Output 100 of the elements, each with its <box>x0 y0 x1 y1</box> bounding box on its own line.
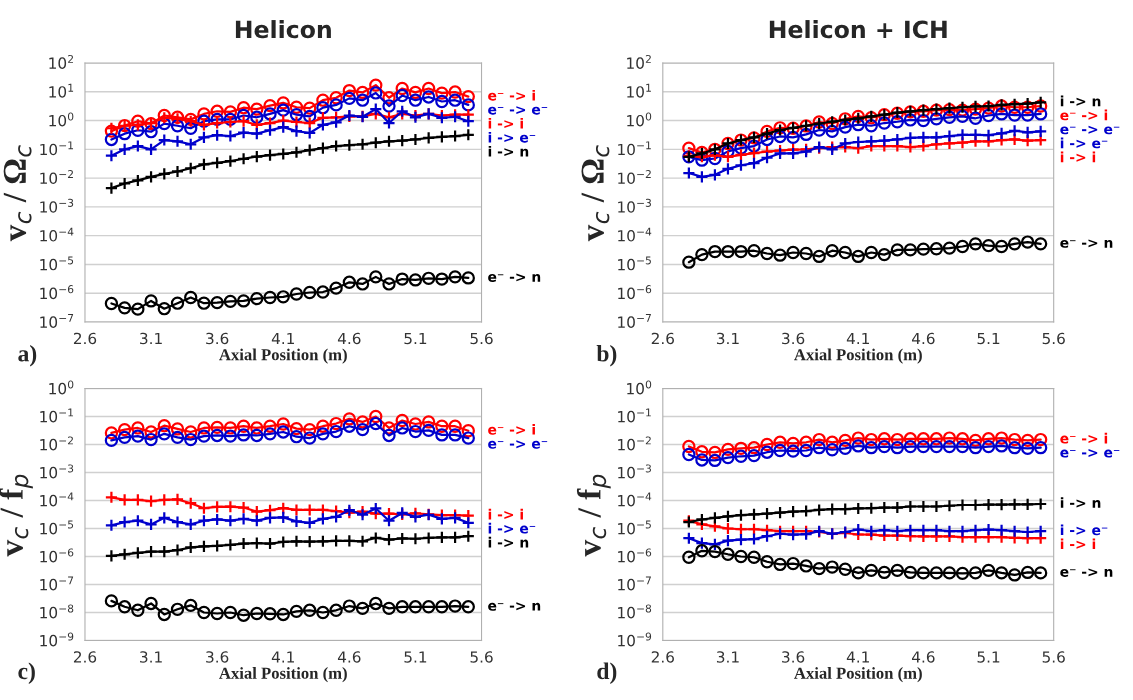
y-tick-label: 10$^{0}$ <box>49 112 74 127</box>
x-tick-label: 3.6 <box>206 332 229 345</box>
y-tick-label: 10$^{−4}$ <box>40 227 74 242</box>
x-axis-title: Axial Position (m) <box>219 348 347 364</box>
y-tick-label: 10$^{−1}$ <box>40 141 74 156</box>
y-tick-label: 10$^{−3}$ <box>40 198 74 213</box>
y-tick-label: 10$^{−8}$ <box>40 604 74 619</box>
series-label: i -> e⁻ <box>1060 524 1108 536</box>
x-tick-label: 5.1 <box>977 332 1000 345</box>
x-tick-label: 5.6 <box>470 651 493 663</box>
series-label: e⁻ -> i <box>1060 109 1108 121</box>
series-label: i -> n <box>488 145 529 157</box>
x-tick-label: 4.1 <box>846 332 869 345</box>
series-label: e⁻ -> n <box>1060 239 1113 248</box>
x-tick-label: 3.6 <box>206 651 229 663</box>
y-tick-label: 10$^{1}$ <box>49 83 74 98</box>
x-tick-label: 3.1 <box>140 332 162 345</box>
x-tick-label: 3.6 <box>782 651 805 663</box>
y-tick-label: 10$^{−8}$ <box>618 604 652 619</box>
y-tick-label: 10$^{−3}$ <box>40 464 74 479</box>
x-tick-label: 2.6 <box>651 651 674 663</box>
series-label: e⁻ -> e⁻ <box>488 106 548 115</box>
x-tick-label: 3.1 <box>716 651 739 663</box>
y-tick-label: 10$^{2}$ <box>627 54 651 69</box>
series-label: i -> e⁻ <box>1060 137 1108 149</box>
y-tick-label: 10$^{−7}$ <box>40 314 74 328</box>
series-label: i -> n <box>488 536 529 548</box>
y-tick-label: 10$^{−7}$ <box>618 576 651 591</box>
x-tick-label: 5.1 <box>977 651 1000 663</box>
series-label: e⁻ -> n <box>1060 568 1113 577</box>
y-axis-title: v$_{c}$ / Ω$_{c}$ <box>3 145 32 242</box>
x-tick-label: 3.6 <box>782 332 805 345</box>
text: c) <box>18 662 35 684</box>
x-tick-label: 4.6 <box>911 651 935 663</box>
y-tick-label: 10$^{−7}$ <box>40 576 74 591</box>
series-label: i -> e⁻ <box>488 522 536 534</box>
y-tick-label: 10$^{−4}$ <box>618 492 652 507</box>
series-label: e⁻ -> i <box>488 89 535 101</box>
x-axis-title: Axial Position (m) <box>219 667 347 683</box>
y-tick-label: 10$^{−5}$ <box>618 520 651 535</box>
y-tick-label: 10$^{−6}$ <box>40 548 74 563</box>
y-tick-label: 10$^{1}$ <box>627 83 651 98</box>
chart-title: Helicon <box>235 20 331 39</box>
series-label: i -> e⁻ <box>488 131 536 143</box>
series-label: e⁻ -> n <box>488 602 541 611</box>
x-tick-label: 4.1 <box>271 332 294 345</box>
x-tick-label: 2.6 <box>73 651 97 663</box>
y-axis-title: v$_{c}$ / f$_{p}$ <box>576 474 611 557</box>
x-tick-label: 5.6 <box>1042 651 1065 663</box>
y-tick-label: 10$^{−5}$ <box>618 256 651 271</box>
y-tick-label: 10$^{−2}$ <box>40 436 73 451</box>
y-tick-label: 10$^{−4}$ <box>40 492 74 507</box>
series-label: i -> n <box>1060 95 1101 107</box>
y-axis-title: v$_{c}$ / Ω$_{c}$ <box>581 145 610 242</box>
x-tick-label: 4.1 <box>846 651 869 663</box>
y-tick-label: 10$^{−4}$ <box>618 227 652 242</box>
y-tick-label: 10$^{−2}$ <box>40 170 73 185</box>
x-tick-label: 5.1 <box>404 332 427 345</box>
series-label: e⁻ -> e⁻ <box>1060 449 1120 458</box>
y-tick-label: 10$^{−6}$ <box>618 548 652 563</box>
x-tick-label: 3.1 <box>716 332 739 345</box>
y-tick-label: 10$^{−9}$ <box>618 632 652 647</box>
series-label: e⁻ -> i <box>1060 432 1108 444</box>
x-tick-label: 3.1 <box>140 651 162 663</box>
series-label: i -> i <box>1060 538 1096 550</box>
x-tick-label: 4.6 <box>337 651 361 663</box>
text: d) <box>597 662 617 684</box>
y-tick-label: 10$^{2}$ <box>49 54 73 69</box>
y-tick-label: 10$^{−1}$ <box>618 141 651 156</box>
series-label: i -> n <box>1060 497 1101 508</box>
y-tick-label: 10$^{−6}$ <box>40 285 74 300</box>
x-tick-label: 5.1 <box>404 651 427 663</box>
y-tick-label: 10$^{−2}$ <box>618 436 651 451</box>
y-axis-title: v$_{c}$ / f$_{p}$ <box>0 474 33 557</box>
y-tick-label: 10$^{−1}$ <box>40 408 74 423</box>
series-label: e⁻ -> e⁻ <box>488 440 548 449</box>
x-tick-label: 4.1 <box>271 651 294 663</box>
y-tick-label: 10$^{−9}$ <box>40 632 74 647</box>
y-tick-label: 10$^{0}$ <box>49 380 74 395</box>
y-tick-label: 10$^{−6}$ <box>618 285 652 300</box>
x-tick-label: 5.6 <box>470 332 493 345</box>
y-tick-label: 10$^{−2}$ <box>618 170 651 185</box>
x-axis-title: Axial Position (m) <box>794 667 922 683</box>
x-tick-label: 4.6 <box>911 332 935 345</box>
series-label: i -> i <box>488 117 523 129</box>
x-tick-label: 4.6 <box>337 332 361 345</box>
series-label: i -> i <box>1060 151 1096 163</box>
x-tick-label: 2.6 <box>73 332 97 345</box>
y-tick-label: 10$^{−5}$ <box>40 256 74 271</box>
series-label: e⁻ -> e⁻ <box>1060 125 1120 135</box>
y-tick-label: 10$^{−3}$ <box>618 464 651 479</box>
y-tick-label: 10$^{0}$ <box>627 112 652 127</box>
y-tick-label: 10$^{−1}$ <box>618 408 651 423</box>
text: b) <box>596 344 617 367</box>
chart-title: Helicon + ICH <box>769 20 947 39</box>
x-tick-label: 2.6 <box>651 332 674 345</box>
series-label: e⁻ -> n <box>488 273 541 282</box>
series-label: e⁻ -> i <box>488 424 535 435</box>
y-tick-label: 10$^{−5}$ <box>40 520 74 535</box>
y-tick-label: 10$^{0}$ <box>627 380 652 395</box>
